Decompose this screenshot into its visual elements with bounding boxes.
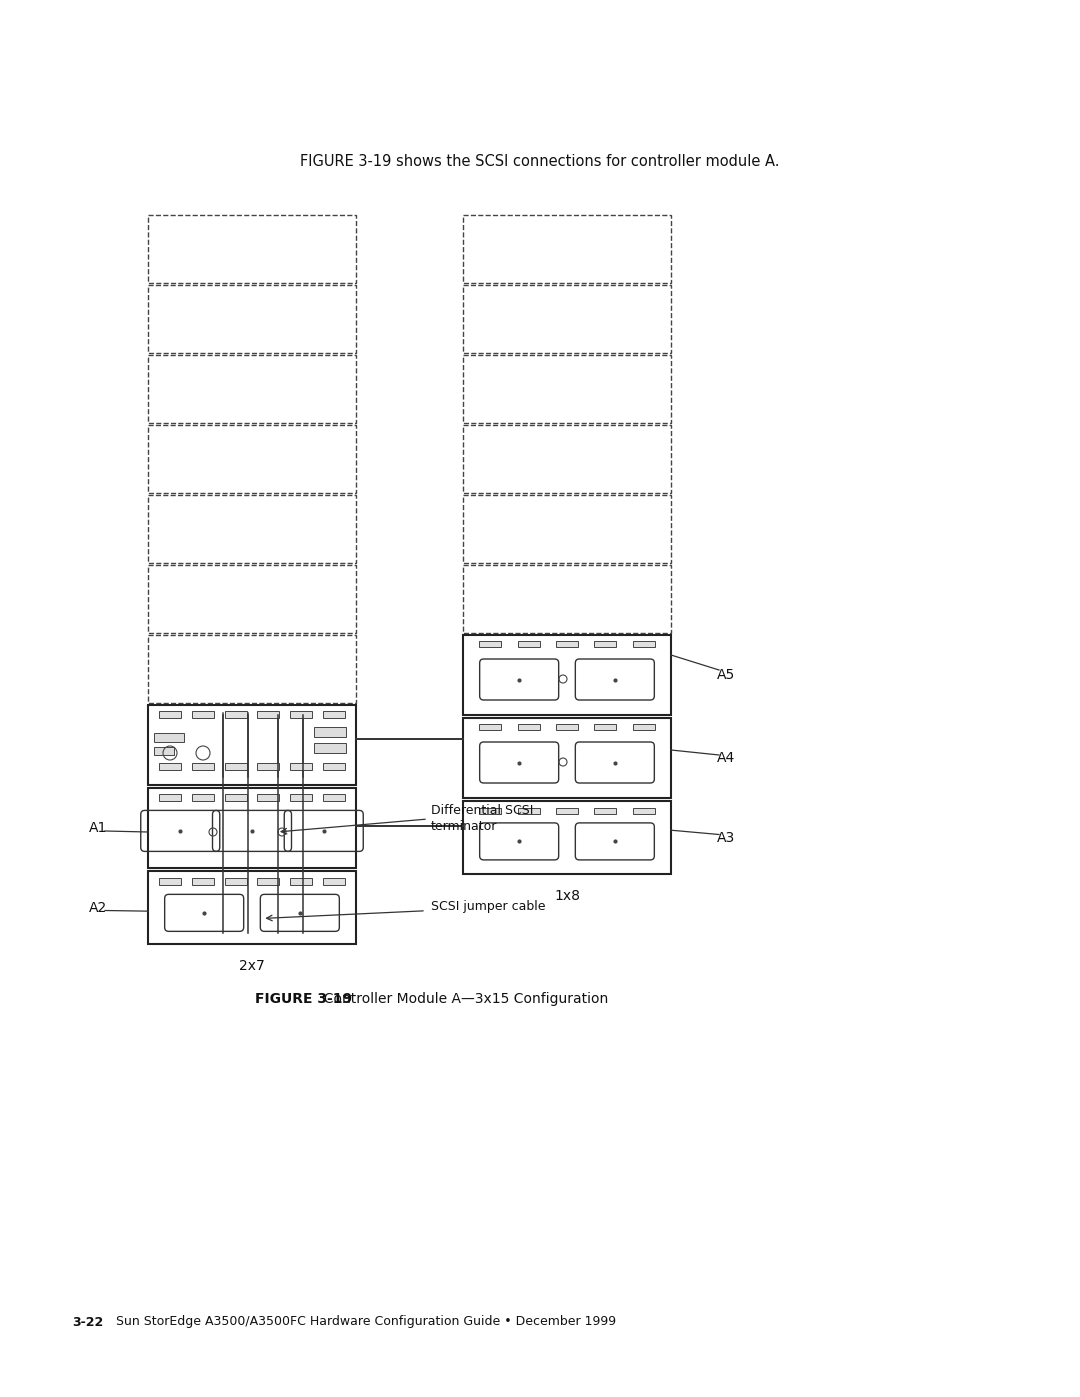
Bar — [556, 641, 578, 647]
Text: Differential SCSI: Differential SCSI — [431, 803, 534, 816]
Bar — [148, 870, 356, 944]
Bar — [463, 564, 671, 633]
Text: A3: A3 — [717, 830, 735, 845]
Text: 2x7: 2x7 — [239, 958, 265, 972]
Text: FIGURE 3-19 shows the SCSI connections for controller module A.: FIGURE 3-19 shows the SCSI connections f… — [300, 155, 780, 169]
Bar — [556, 809, 578, 814]
Bar — [148, 355, 356, 423]
Bar — [148, 564, 356, 633]
Bar — [148, 215, 356, 284]
Bar — [291, 795, 312, 802]
Bar — [323, 795, 346, 802]
Bar — [323, 763, 346, 770]
Bar — [517, 641, 540, 647]
Bar — [594, 809, 617, 814]
Bar — [463, 495, 671, 563]
Bar — [480, 809, 501, 814]
Text: Sun StorEdge A3500/A3500FC Hardware Configuration Guide • December 1999: Sun StorEdge A3500/A3500FC Hardware Conf… — [100, 1316, 616, 1329]
Bar — [148, 636, 356, 703]
Bar — [556, 725, 578, 731]
Bar — [257, 711, 280, 718]
Bar — [159, 711, 180, 718]
Text: 3-22: 3-22 — [72, 1316, 104, 1329]
Bar — [633, 725, 654, 731]
Bar — [257, 879, 280, 886]
Bar — [633, 641, 654, 647]
Text: A4: A4 — [717, 752, 735, 766]
Bar — [148, 425, 356, 493]
Bar — [225, 763, 246, 770]
Bar — [291, 879, 312, 886]
Text: Controller Module A—3x15 Configuration: Controller Module A—3x15 Configuration — [315, 992, 608, 1006]
Bar — [257, 795, 280, 802]
Bar — [291, 763, 312, 770]
Bar — [463, 425, 671, 493]
Bar — [257, 763, 280, 770]
Text: 1x8: 1x8 — [554, 888, 580, 902]
Bar — [463, 355, 671, 423]
Bar — [192, 795, 214, 802]
Bar — [463, 285, 671, 353]
Bar — [463, 718, 671, 798]
Bar — [159, 879, 180, 886]
Bar — [225, 879, 246, 886]
Bar — [225, 711, 246, 718]
Bar — [192, 763, 214, 770]
Bar — [314, 728, 346, 738]
Bar — [154, 733, 184, 742]
Bar — [463, 800, 671, 875]
Bar — [480, 725, 501, 731]
Bar — [291, 711, 312, 718]
Bar — [633, 809, 654, 814]
Bar — [517, 809, 540, 814]
Text: A1: A1 — [89, 821, 107, 835]
Bar — [148, 705, 356, 785]
Bar — [148, 285, 356, 353]
Text: FIGURE 3-19: FIGURE 3-19 — [255, 992, 352, 1006]
Bar — [192, 711, 214, 718]
Bar — [323, 711, 346, 718]
Bar — [463, 636, 671, 715]
Bar — [463, 215, 671, 284]
Bar — [148, 788, 356, 868]
Bar — [148, 495, 356, 563]
Text: A2: A2 — [89, 901, 107, 915]
Text: terminator: terminator — [431, 820, 498, 833]
Text: SCSI jumper cable: SCSI jumper cable — [431, 900, 545, 914]
Text: A5: A5 — [717, 668, 735, 682]
Bar — [480, 641, 501, 647]
Bar — [323, 879, 346, 886]
Bar — [159, 763, 180, 770]
Bar — [517, 725, 540, 731]
Bar — [594, 725, 617, 731]
Bar — [594, 641, 617, 647]
Bar — [192, 879, 214, 886]
Bar — [225, 795, 246, 802]
Bar — [314, 743, 346, 753]
Bar — [159, 795, 180, 802]
Bar — [154, 746, 174, 754]
